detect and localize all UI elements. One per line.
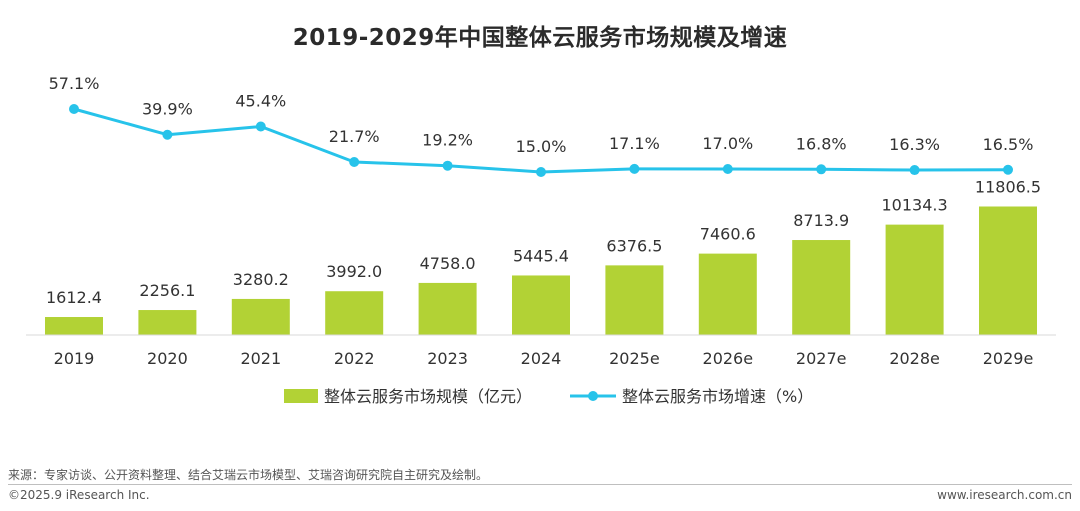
legend-bar-label: 整体云服务市场规模（亿元） bbox=[324, 387, 532, 406]
line-series bbox=[69, 104, 1013, 177]
bar-label-2026e: 7460.6 bbox=[700, 225, 756, 244]
bar-label-2019: 1612.4 bbox=[46, 288, 102, 307]
growth-point-2020 bbox=[162, 129, 173, 140]
source-note: 来源：专家访谈、公开资料整理、结合艾瑞云市场模型、艾瑞咨询研究院自主研究及绘制。 bbox=[8, 468, 489, 482]
growth-point-2029e bbox=[1003, 164, 1013, 175]
legend-line-label: 整体云服务市场增速（%） bbox=[622, 387, 813, 406]
growth-point-2019 bbox=[69, 104, 79, 114]
bar-label-2028e: 10134.3 bbox=[882, 196, 948, 215]
growth-point-2028e bbox=[909, 165, 920, 176]
growth-label-2023: 19.2% bbox=[422, 131, 473, 150]
bar-label-2021: 3280.2 bbox=[233, 270, 289, 289]
bar-2019 bbox=[45, 317, 103, 335]
x-tick-2023: 2023 bbox=[427, 349, 468, 368]
bar-2025e bbox=[605, 265, 664, 335]
growth-point-2023 bbox=[442, 160, 453, 171]
bar-value-labels: 1612.4 2256.1 3280.2 3992.0 4758.0 5445.4 6376… bbox=[46, 178, 1041, 308]
growth-label-2026e: 17.0% bbox=[702, 134, 753, 153]
bar-2024 bbox=[512, 275, 570, 335]
bar-2023 bbox=[418, 282, 477, 335]
x-tick-2020: 2020 bbox=[147, 349, 188, 368]
bar-label-2027e: 8713.9 bbox=[793, 211, 849, 230]
growth-point-2027e bbox=[816, 164, 827, 175]
growth-label-2020: 39.9% bbox=[142, 100, 193, 119]
growth-label-2022: 21.7% bbox=[329, 127, 380, 146]
x-tick-2025e: 2025e bbox=[609, 349, 660, 368]
bar-label-2023: 4758.0 bbox=[420, 254, 476, 273]
bar-2022 bbox=[325, 291, 384, 335]
x-tick-labels: 2019 2020 2021 2022 2023 2024 2025e 2026e 2027e 2… bbox=[54, 349, 1034, 368]
legend-bar-swatch bbox=[284, 389, 318, 403]
bar-series bbox=[45, 206, 1037, 335]
footer-divider bbox=[8, 484, 1072, 485]
growth-point-2025e bbox=[629, 163, 640, 174]
bar-2029e bbox=[979, 206, 1037, 335]
copyright: ©2025.9 iResearch Inc. bbox=[8, 488, 150, 502]
growth-label-2019: 57.1% bbox=[49, 74, 100, 93]
growth-label-2029e: 16.5% bbox=[983, 135, 1034, 154]
growth-point-2021 bbox=[255, 121, 266, 132]
x-tick-2029e: 2029e bbox=[983, 349, 1034, 368]
growth-point-2024 bbox=[536, 167, 546, 177]
legend-line-marker bbox=[588, 391, 598, 401]
growth-label-2028e: 16.3% bbox=[889, 135, 940, 154]
growth-label-2024: 15.0% bbox=[516, 137, 567, 156]
growth-point-2026e bbox=[722, 164, 733, 175]
growth-label-2021: 45.4% bbox=[235, 92, 286, 111]
bar-2021 bbox=[231, 298, 290, 335]
bar-2026e bbox=[698, 253, 757, 335]
x-tick-2021: 2021 bbox=[240, 349, 281, 368]
line-value-labels: 57.1% 39.9% 45.4% 21.7% 19.2% 15.0% 17.1% 17.0%… bbox=[49, 74, 1034, 156]
x-tick-2024: 2024 bbox=[521, 349, 562, 368]
bar-label-2020: 2256.1 bbox=[139, 281, 195, 300]
growth-label-2025e: 17.1% bbox=[609, 134, 660, 153]
bar-label-2029e: 11806.5 bbox=[975, 178, 1041, 197]
bar-label-2022: 3992.0 bbox=[326, 262, 382, 281]
chart-title: 2019-2029年中国整体云服务市场规模及增速 bbox=[292, 25, 788, 51]
x-tick-2026e: 2026e bbox=[703, 349, 754, 368]
combo-chart: 1612.4 2256.1 3280.2 3992.0 4758.0 5445.4 6376… bbox=[26, 74, 1056, 406]
x-tick-2019: 2019 bbox=[54, 349, 95, 368]
bar-2020 bbox=[138, 310, 197, 335]
x-tick-2028e: 2028e bbox=[889, 349, 940, 368]
bar-label-2024: 5445.4 bbox=[513, 246, 569, 265]
bar-label-2025e: 6376.5 bbox=[606, 236, 662, 255]
x-tick-2027e: 2027e bbox=[796, 349, 847, 368]
website-url: www.iresearch.com.cn bbox=[937, 488, 1072, 502]
legend: 整体云服务市场规模（亿元） 整体云服务市场增速（%） bbox=[284, 387, 813, 406]
bar-2027e bbox=[792, 240, 851, 335]
x-tick-2022: 2022 bbox=[334, 349, 375, 368]
growth-label-2027e: 16.8% bbox=[796, 134, 847, 153]
growth-point-2022 bbox=[349, 156, 360, 167]
bar-2028e bbox=[885, 224, 944, 335]
